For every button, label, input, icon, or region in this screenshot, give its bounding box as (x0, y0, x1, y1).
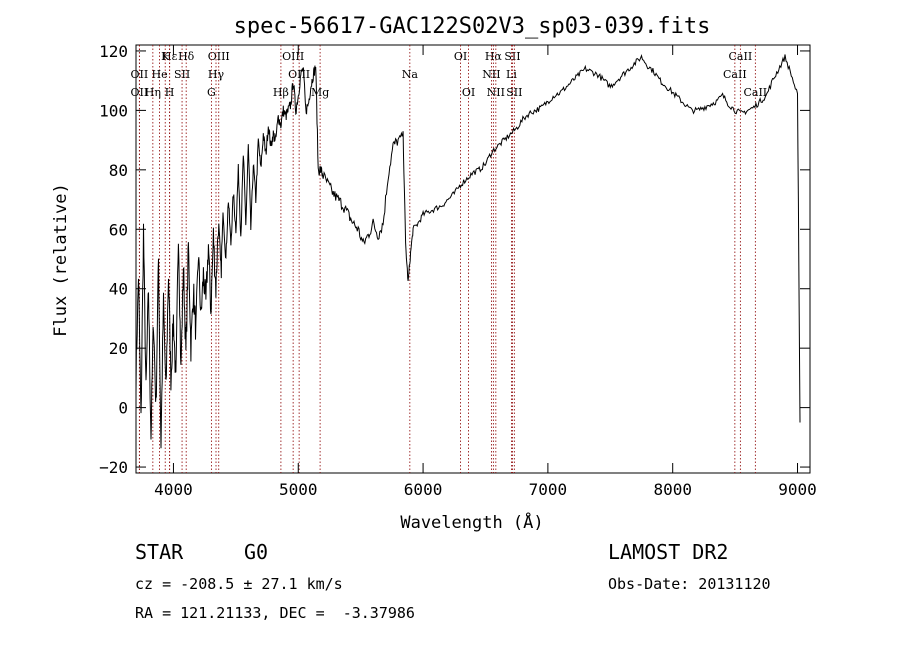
y-tick-label: 20 (109, 339, 128, 358)
axes: 4000 5000 6000 7000 8000 9000 −20 0 20 40 60 80 100 1… (99, 42, 817, 499)
spectral-line-label: CaII (729, 50, 753, 63)
spectral-line-label: Hα (485, 50, 503, 63)
y-axis-label: Flux (relative) (51, 183, 71, 337)
spectral-line-label: OII (131, 86, 149, 99)
spectral-line-label: He (152, 68, 168, 81)
spectral-line-label: Hη (145, 86, 161, 99)
redshift-cz: cz = -208.5 ± 27.1 km/s (135, 575, 343, 593)
spectral-line-label: OIII (208, 50, 230, 63)
plot-frame (135, 44, 811, 474)
y-tick-label: 100 (99, 101, 128, 120)
subclass: G0 (244, 540, 269, 564)
y-tick-label: 80 (109, 161, 128, 180)
x-tick-label: 4000 (154, 480, 193, 499)
x-tick-label: 6000 (404, 480, 443, 499)
chart-title: spec-56617-GAC122S02V3_sp03-039.fits (234, 14, 711, 39)
spectrum-line (135, 54, 801, 449)
spectral-line-label: SII (504, 50, 520, 63)
spectral-line-label: CaII (723, 68, 747, 81)
spectral-line-label: NII (487, 86, 505, 99)
spectral-line-label: Hγ (208, 68, 225, 81)
spectral-line-label: SII (506, 86, 522, 99)
object-class: STAR (135, 540, 184, 564)
y-tick-label: 0 (118, 399, 128, 418)
y-tick-label: 120 (99, 42, 128, 61)
spectral-line-label: CaII (743, 86, 767, 99)
spectral-line-label: OI (462, 86, 475, 99)
spectral-line-label: SII (174, 68, 190, 81)
spectral-line-label: Hδ (178, 50, 195, 63)
x-tick-label: 8000 (653, 480, 692, 499)
spectral-line-label: Mg (311, 86, 329, 99)
spectral-line-label: Na (402, 68, 419, 81)
spectral-line-label: Hβ (273, 86, 289, 99)
x-tick-label: 9000 (778, 480, 817, 499)
x-tick-label: 7000 (529, 480, 568, 499)
spectral-line-label: H (165, 86, 175, 99)
spectral-line-label: G (207, 86, 216, 99)
coordinates: RA = 121.21133, DEC = -3.37986 (135, 604, 415, 622)
y-tick-label: 40 (109, 280, 128, 299)
spectral-line-label: NII (482, 68, 500, 81)
spectral-line-label: OI (454, 50, 467, 63)
y-tick-label: −20 (99, 458, 128, 477)
survey-name: LAMOST DR2 (608, 540, 729, 564)
spectral-line-label: Li (506, 68, 517, 81)
x-axis-label: Wavelength (Å) (400, 511, 543, 533)
spectral-line-label: OIII (288, 68, 310, 81)
spectral-line-label: OIII (282, 50, 304, 63)
obs-date: Obs-Date: 20131120 (608, 575, 771, 593)
x-tick-label: 5000 (279, 480, 318, 499)
y-tick-label: 60 (109, 220, 128, 239)
spectral-line-label: K (161, 50, 170, 63)
